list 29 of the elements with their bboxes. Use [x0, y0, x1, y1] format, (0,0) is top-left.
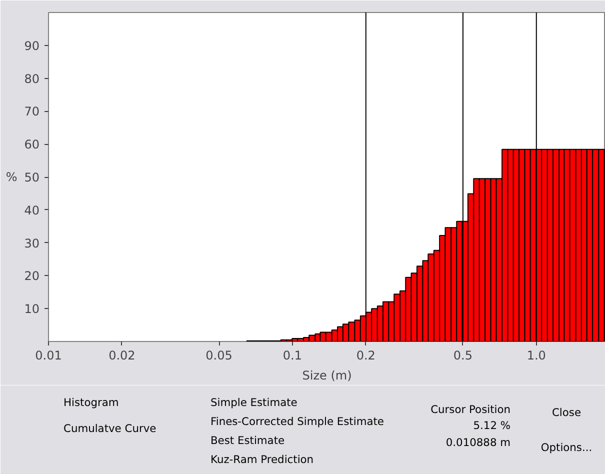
text: Fines-Corrected Simple Estimate	[210, 415, 384, 428]
text: Simple Estimate	[210, 396, 298, 409]
y-tick-label: 70	[24, 104, 40, 119]
y-tick-label: 50	[24, 170, 40, 184]
y-tick-label: 20	[24, 269, 40, 284]
y-tick-label: 90	[24, 38, 40, 53]
y-tick-label: 80	[24, 72, 40, 86]
text: Kuz-Ram Prediction	[210, 453, 314, 466]
text: Options...	[540, 441, 592, 454]
y-tick-label: 10	[24, 302, 40, 316]
x-tick-label: 0.01	[35, 348, 62, 362]
text: Close	[552, 406, 582, 419]
x-axis-title: Size (m)	[302, 368, 352, 382]
y-tick-label: 30	[24, 236, 40, 250]
y-axis-title: %	[6, 170, 18, 184]
x-tick-label: 0.1	[282, 348, 302, 362]
y-tick-label: 60	[24, 138, 40, 152]
text: 5.12 %	[473, 419, 511, 432]
text: Histogram	[64, 396, 119, 409]
x-tick-label: 0.02	[108, 348, 136, 362]
x-tick-label: 0.5	[453, 348, 473, 362]
text: Best Estimate	[210, 434, 285, 447]
text: Cumulatve Curve	[64, 422, 156, 435]
x-tick-label: 0.05	[206, 348, 232, 362]
text: Cursor Position	[430, 403, 510, 416]
x-tick-label: 1.0	[526, 348, 546, 362]
y-tick-label: 40	[24, 203, 40, 218]
text: 0.010888 m	[446, 436, 511, 449]
x-tick-label: 0.2	[356, 348, 376, 362]
